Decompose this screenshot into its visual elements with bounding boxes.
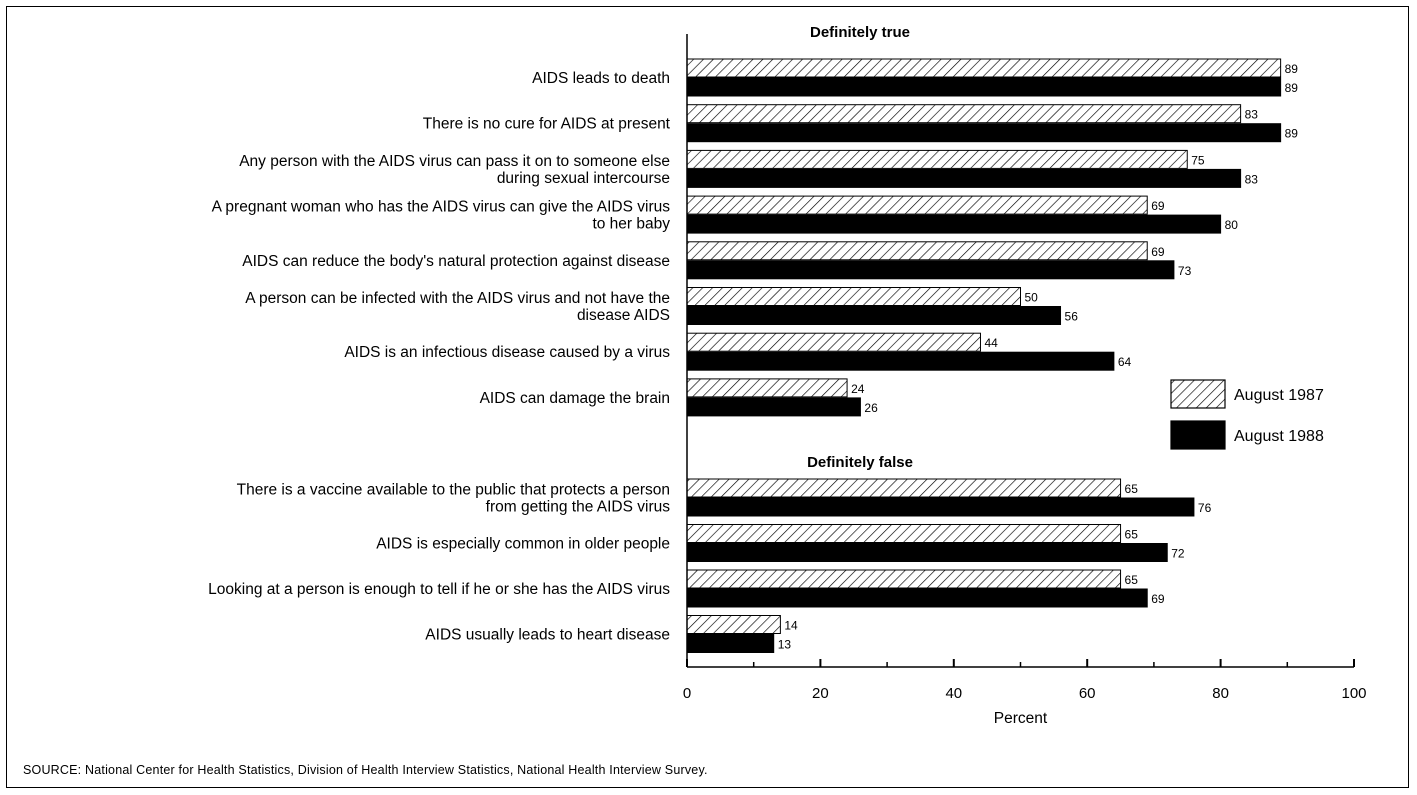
data-label: 65 [1125, 482, 1139, 496]
bar [686, 306, 1062, 325]
bar [686, 351, 1115, 371]
category-label: There is a vaccine available to the publ… [237, 482, 670, 499]
legend-label: August 1988 [1234, 428, 1324, 445]
x-axis-label: Percent [994, 710, 1048, 727]
category-label: AIDS leads to death [532, 70, 670, 87]
bar [686, 588, 1148, 608]
bar [686, 241, 1148, 261]
bar [686, 569, 1122, 589]
x-tick-label: 60 [1079, 685, 1096, 702]
category-label: AIDS is especially common in older peopl… [376, 536, 670, 553]
x-tick-label: 20 [812, 685, 829, 702]
category-label: AIDS is an infectious disease caused by … [344, 344, 670, 361]
bar [686, 168, 1242, 188]
data-label: 24 [851, 382, 865, 396]
category-label: AIDS can reduce the body's natural prote… [242, 253, 670, 270]
bar [686, 287, 1021, 306]
legend-label: August 1987 [1234, 387, 1324, 404]
data-label: 65 [1125, 573, 1139, 587]
bar [686, 497, 1195, 517]
bar [686, 615, 781, 634]
source-note: SOURCE: National Center for Health Stati… [23, 763, 708, 777]
bar [686, 378, 848, 398]
data-label: 69 [1151, 199, 1165, 213]
category-label: There is no cure for AIDS at present [423, 116, 671, 133]
data-label: 13 [778, 638, 792, 652]
x-tick-label: 80 [1212, 685, 1229, 702]
data-label: 64 [1118, 355, 1132, 369]
data-label: 26 [864, 401, 878, 415]
group-title: Definitely true [810, 24, 910, 41]
bar [686, 77, 1282, 97]
data-label: 83 [1245, 108, 1259, 122]
bar [686, 260, 1175, 280]
bar [686, 634, 775, 653]
bar [686, 58, 1282, 78]
x-tick-label: 40 [945, 685, 962, 702]
category-label: A pregnant woman who has the AIDS virus … [212, 199, 671, 216]
bar [686, 214, 1222, 234]
data-label: 89 [1285, 127, 1299, 141]
data-label: 14 [784, 619, 798, 633]
data-label: 56 [1065, 310, 1079, 324]
data-label: 44 [984, 336, 998, 350]
data-label: 69 [1151, 245, 1165, 259]
bar [686, 332, 981, 352]
data-label: 80 [1225, 218, 1239, 232]
data-label: 89 [1285, 62, 1299, 76]
bar [686, 104, 1242, 124]
data-label: 73 [1178, 264, 1192, 278]
chart-frame [6, 6, 1409, 788]
category-label: Any person with the AIDS virus can pass … [239, 153, 670, 170]
bar [686, 149, 1188, 169]
x-tick-label: 100 [1341, 685, 1366, 702]
data-label: 69 [1151, 592, 1165, 606]
data-label: 89 [1285, 81, 1299, 95]
data-label: 75 [1191, 153, 1205, 167]
x-tick-label: 0 [683, 685, 691, 702]
bar [686, 123, 1282, 143]
category-label: to her baby [592, 216, 670, 233]
legend-swatch [1170, 420, 1226, 450]
category-label: during sexual intercourse [497, 170, 670, 187]
bar [686, 543, 1168, 562]
data-label: 65 [1125, 528, 1139, 542]
category-label: Looking at a person is enough to tell if… [208, 581, 670, 598]
category-label: from getting the AIDS virus [486, 499, 671, 516]
legend-swatch [1170, 379, 1226, 409]
data-label: 83 [1245, 172, 1259, 186]
data-label: 76 [1198, 501, 1212, 515]
bar [686, 524, 1122, 543]
category-label: disease AIDS [577, 307, 670, 324]
category-label: AIDS can damage the brain [480, 390, 670, 407]
category-label: AIDS usually leads to heart disease [425, 627, 670, 644]
bar [686, 397, 861, 417]
category-label: A person can be infected with the AIDS v… [245, 290, 670, 307]
bar [686, 478, 1122, 498]
data-label: 72 [1171, 547, 1185, 561]
bar [686, 195, 1148, 215]
group-title: Definitely false [807, 454, 913, 471]
data-label: 50 [1025, 291, 1039, 305]
